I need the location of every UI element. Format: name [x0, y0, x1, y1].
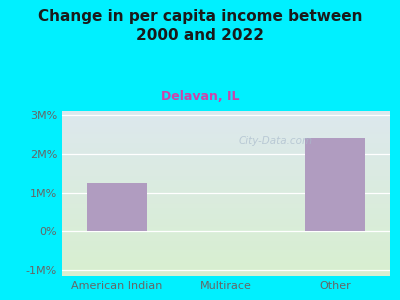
Bar: [86, 183, 147, 231]
Text: Delavan, IL: Delavan, IL: [161, 90, 239, 103]
Text: Change in per capita income between
2000 and 2022: Change in per capita income between 2000…: [38, 9, 362, 43]
Bar: [305, 138, 366, 231]
Text: City-Data.com: City-Data.com: [238, 136, 312, 146]
